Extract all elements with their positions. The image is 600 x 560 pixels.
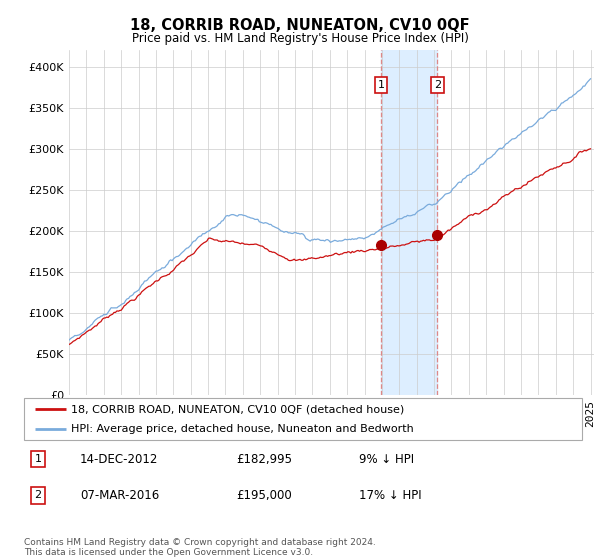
Text: Price paid vs. HM Land Registry's House Price Index (HPI): Price paid vs. HM Land Registry's House … (131, 32, 469, 45)
Text: 2: 2 (434, 80, 441, 90)
Text: 07-MAR-2016: 07-MAR-2016 (80, 489, 159, 502)
FancyBboxPatch shape (24, 398, 582, 440)
Text: 18, CORRIB ROAD, NUNEATON, CV10 0QF: 18, CORRIB ROAD, NUNEATON, CV10 0QF (130, 18, 470, 33)
Text: 1: 1 (34, 454, 41, 464)
Text: 2: 2 (34, 491, 41, 500)
Text: 18, CORRIB ROAD, NUNEATON, CV10 0QF (detached house): 18, CORRIB ROAD, NUNEATON, CV10 0QF (det… (71, 404, 404, 414)
Text: HPI: Average price, detached house, Nuneaton and Bedworth: HPI: Average price, detached house, Nune… (71, 424, 414, 434)
Text: 17% ↓ HPI: 17% ↓ HPI (359, 489, 421, 502)
Text: 14-DEC-2012: 14-DEC-2012 (80, 452, 158, 465)
Text: 9% ↓ HPI: 9% ↓ HPI (359, 452, 414, 465)
Bar (381, 50, 437, 395)
Text: Contains HM Land Registry data © Crown copyright and database right 2024.
This d: Contains HM Land Registry data © Crown c… (24, 538, 376, 557)
Text: 1: 1 (378, 80, 385, 90)
Text: £195,000: £195,000 (236, 489, 292, 502)
Text: £182,995: £182,995 (236, 452, 292, 465)
